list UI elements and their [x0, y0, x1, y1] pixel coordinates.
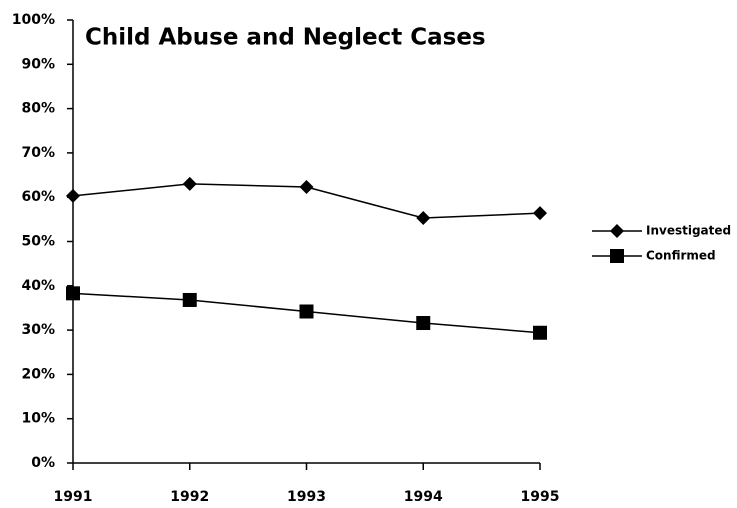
marker [533, 325, 547, 340]
y-tick-label: 30% [21, 322, 55, 338]
marker [182, 292, 197, 307]
x-tick-label: 1995 [521, 489, 560, 505]
x-tick-label: 1994 [404, 489, 443, 505]
marker [610, 249, 624, 263]
y-tick-label: 60% [21, 189, 55, 205]
y-tick-label: 0% [31, 455, 55, 471]
x-tick-label: 1992 [170, 489, 209, 505]
y-tick-label: 90% [21, 56, 55, 72]
y-tick-label: 80% [21, 101, 55, 117]
marker [299, 180, 314, 195]
marker [66, 188, 80, 203]
marker [182, 176, 197, 191]
marker [610, 224, 624, 238]
marker [299, 304, 314, 319]
legend-label: Confirmed [646, 249, 716, 263]
marker [416, 211, 431, 226]
y-tick-label: 10% [21, 411, 55, 427]
y-tick-label: 50% [21, 234, 55, 250]
chart-title: Child Abuse and Neglect Cases [85, 25, 486, 51]
marker [66, 286, 80, 301]
y-tick-label: 70% [21, 145, 55, 161]
y-tick-label: 40% [21, 278, 55, 294]
marker [533, 206, 547, 221]
y-tick-label: 20% [21, 366, 55, 382]
legend-label: Investigated [646, 224, 731, 238]
x-tick-label: 1993 [287, 489, 326, 505]
y-tick-label: 100% [12, 12, 55, 28]
marker [416, 316, 431, 331]
x-tick-label: 1991 [54, 489, 93, 505]
